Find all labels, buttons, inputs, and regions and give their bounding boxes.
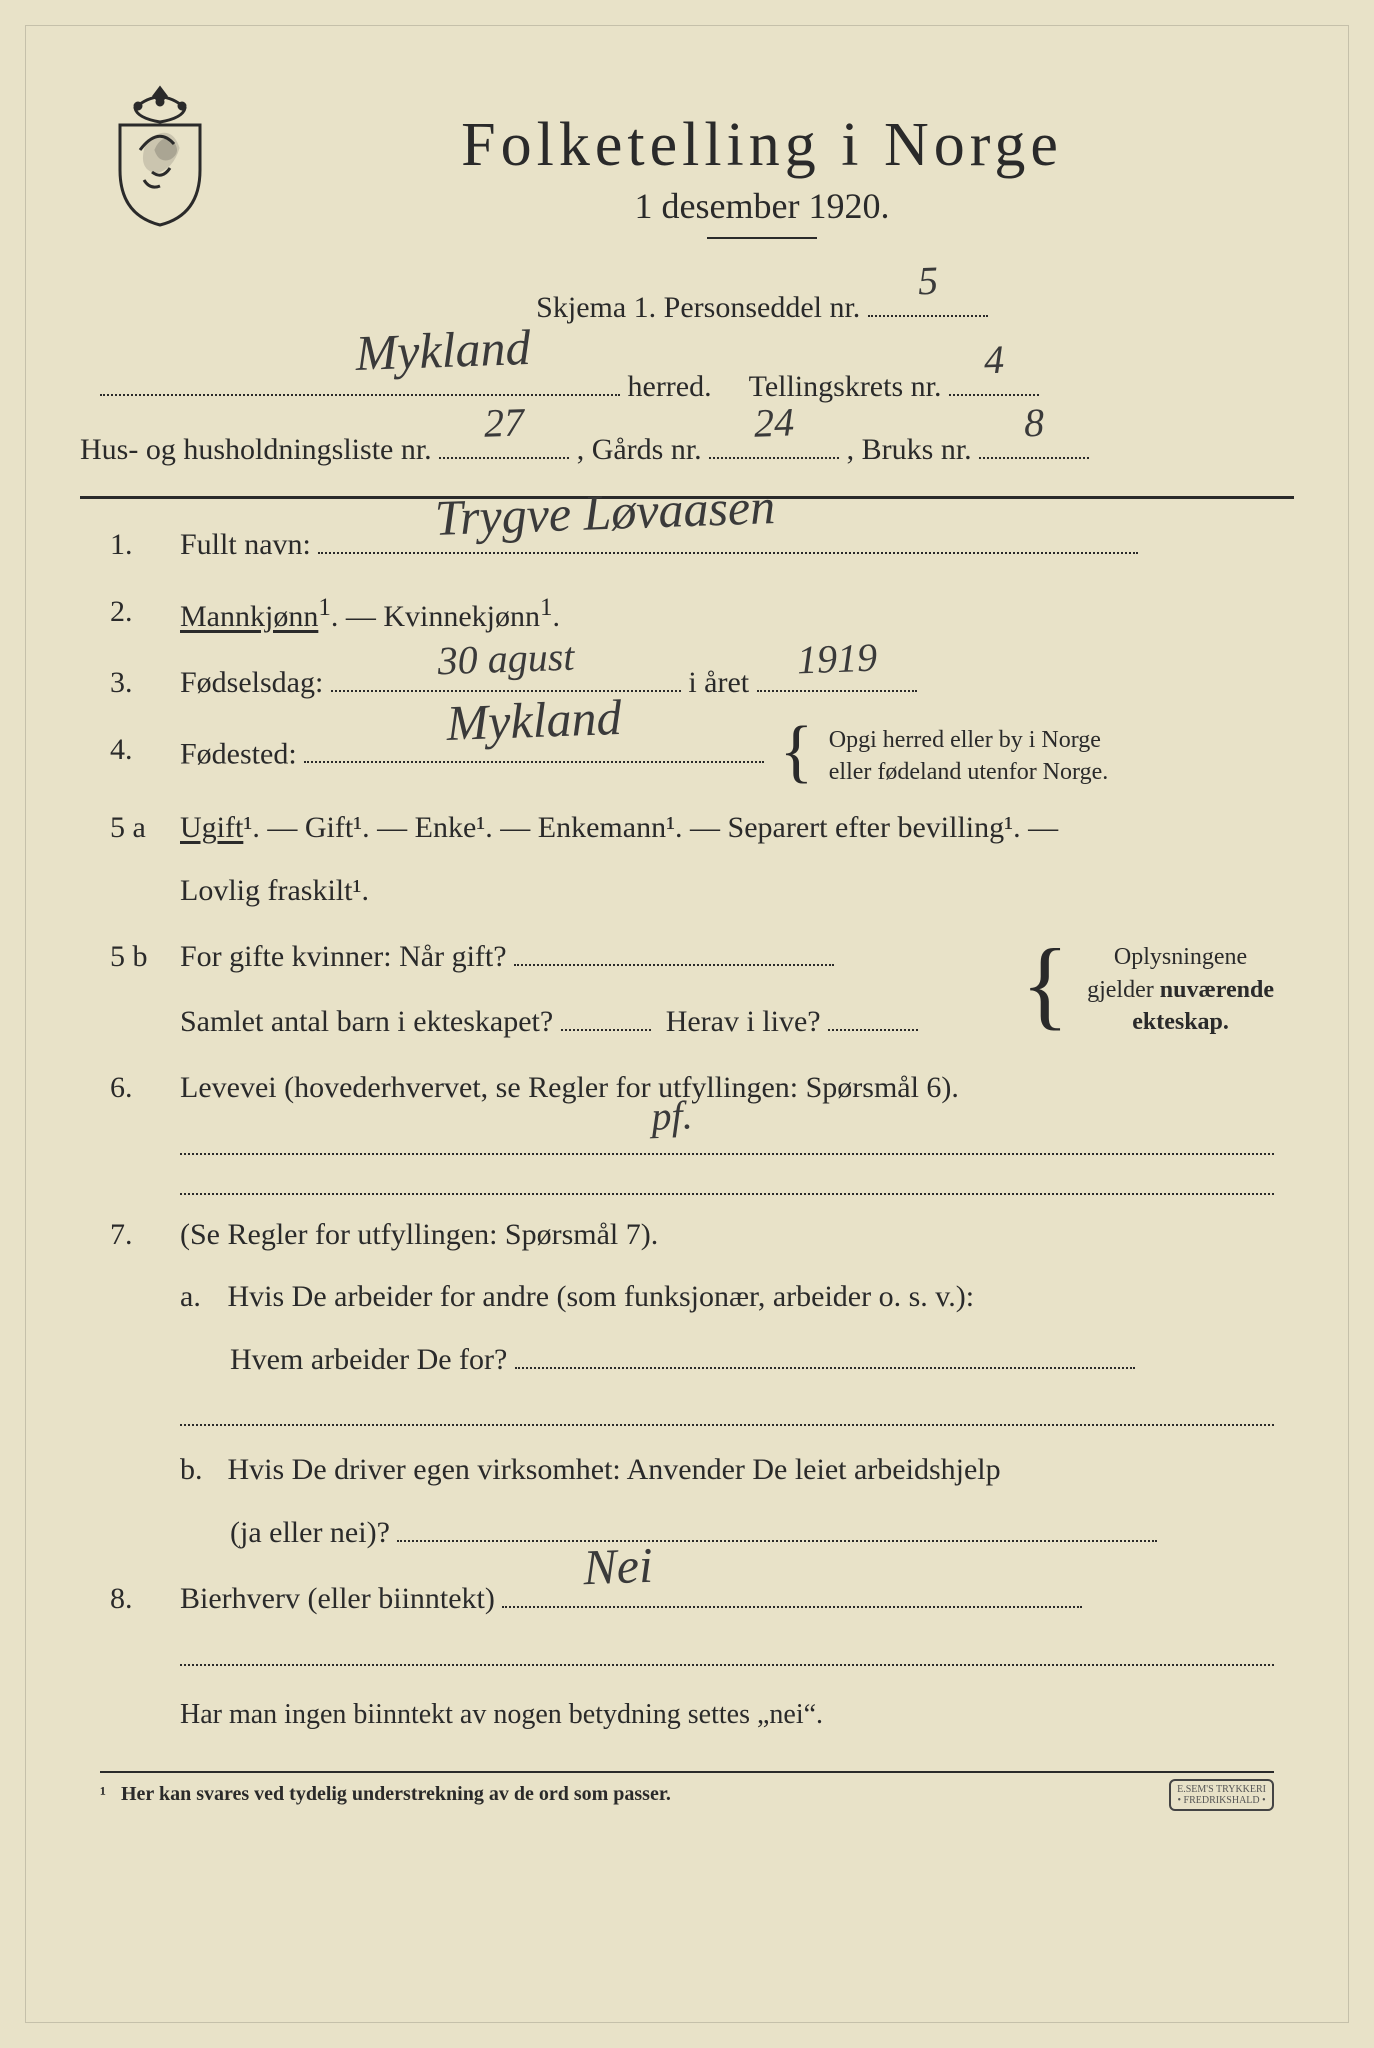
q2-num: 2. (110, 586, 168, 639)
q7-head: (Se Regler for utfyllingen: Spørsmål 7). (180, 1218, 658, 1251)
q5b-l2b: Herav i live? (666, 1005, 821, 1038)
q5a-line2: Lovlig fraskilt¹. (180, 865, 1274, 918)
q1-num: 1. (110, 519, 168, 572)
census-form-page: Folketelling i Norge 1 desember 1920. Sk… (0, 0, 1374, 2048)
q6-num: 6. (110, 1062, 168, 1115)
hh-nr: 27 (483, 384, 526, 461)
gards-label: , Gårds nr. (577, 433, 702, 466)
q5a-opts: ¹. — Gift¹. — Enke¹. — Enkemann¹. — Sepa… (243, 811, 1058, 844)
q7-num: 7. (110, 1209, 168, 1262)
q5a: 5 a Ugift¹. — Gift¹. — Enke¹. — Enkemann… (110, 802, 1274, 917)
header: Folketelling i Norge 1 desember 1920. Sk… (100, 110, 1274, 348)
q4: 4. Fødested: Mykland { Opgi herred eller… (110, 724, 1274, 789)
title-rule (707, 237, 817, 239)
q6-value: pf. (651, 1080, 695, 1151)
q6: 6. Levevei (hovederhvervet, se Regler fo… (110, 1062, 1274, 1195)
bruks-nr: 8 (1023, 385, 1046, 462)
q5a-ugift: Ugift (180, 811, 243, 844)
q8-value: Nei (582, 1522, 654, 1612)
q7a-text2: Hvem arbeider De for? (230, 1343, 507, 1376)
q8: 8. Bierhverv (eller biinntekt) Nei (110, 1573, 1274, 1666)
q2-male: Mannkjønn (180, 600, 318, 633)
q7a-label: a. (180, 1271, 220, 1324)
q8-label: Bierhverv (eller biinntekt) (180, 1582, 495, 1615)
question-list: 1. Fullt navn: Trygve Løvaasen 2. Mannkj… (100, 519, 1274, 1666)
printer-stamp: E.SEM'S TRYKKERI• FREDRIKSHALD • (1169, 1779, 1274, 1811)
footnote: ¹ Her kan svares ved tydelig understrekn… (100, 1771, 1274, 1811)
coat-of-arms-icon (100, 80, 220, 230)
q3-year: 1919 (795, 623, 877, 696)
herred-label: herred. (628, 370, 712, 403)
q7b-label: b. (180, 1444, 220, 1497)
q4-num: 4. (110, 724, 168, 777)
subtitle: 1 desember 1920. (250, 185, 1274, 227)
q5a-num: 5 a (110, 802, 168, 855)
q8-num: 8. (110, 1573, 168, 1626)
q5b-l2a: Samlet antal barn i ekteskapet? (180, 1005, 553, 1038)
q5b-num: 5 b (110, 931, 168, 984)
q7b-text2: (ja eller nei)? (230, 1516, 390, 1549)
q1-value: Trygve Løvaasen (434, 463, 777, 562)
q5b-l1: For gifte kvinner: Når gift? (180, 940, 507, 973)
main-title: Folketelling i Norge (250, 110, 1274, 181)
skjema-label: Skjema 1. Personseddel nr. (536, 291, 860, 324)
q3-label: Fødselsdag: (180, 666, 323, 699)
q3-mid: i året (688, 666, 756, 699)
q7b-text1: Hvis De driver egen virksomhet: Anvender… (228, 1453, 1001, 1486)
q4-note: Opgi herred eller by i Norge eller fødel… (829, 724, 1108, 789)
bruks-label: , Bruks nr. (847, 433, 972, 466)
herred-line: Mykland herred. Tellingskrets nr. 4 (100, 358, 1274, 415)
q5b: 5 b For gifte kvinner: Når gift? Samlet … (110, 931, 1274, 1048)
personseddel-nr: 5 (916, 243, 939, 320)
q7: 7. (Se Regler for utfyllingen: Spørsmål … (110, 1209, 1274, 1560)
q1: 1. Fullt navn: Trygve Løvaasen (110, 519, 1274, 572)
q1-label: Fullt navn: (180, 528, 311, 561)
q7b: b. Hvis De driver egen virksomhet: Anven… (180, 1444, 1274, 1559)
q3: 3. Fødselsdag: 30 agust i året 1919 (110, 657, 1274, 710)
hh-prefix: Hus- og husholdningsliste nr. (80, 433, 432, 466)
q6-text: Levevei (hovederhvervet, se Regler for u… (180, 1071, 959, 1104)
q7a: a. Hvis De arbeider for andre (som funks… (180, 1271, 1274, 1426)
q5b-note: Oplysningene gjelder nuværende ekteskap. (1087, 941, 1274, 1038)
krets-nr: 4 (983, 322, 1006, 399)
q3-num: 3. (110, 657, 168, 710)
q7a-text1: Hvis De arbeider for andre (som funksjon… (228, 1280, 975, 1313)
q2: 2. Mannkjønn1. — Kvinnekjønn1. (110, 586, 1274, 644)
q4-label: Fødested: (180, 737, 297, 770)
tail-note: Har man ingen biinntekt av nogen betydni… (100, 1688, 1274, 1741)
q4-value: Mykland (445, 674, 623, 768)
gards-nr: 24 (753, 384, 796, 461)
